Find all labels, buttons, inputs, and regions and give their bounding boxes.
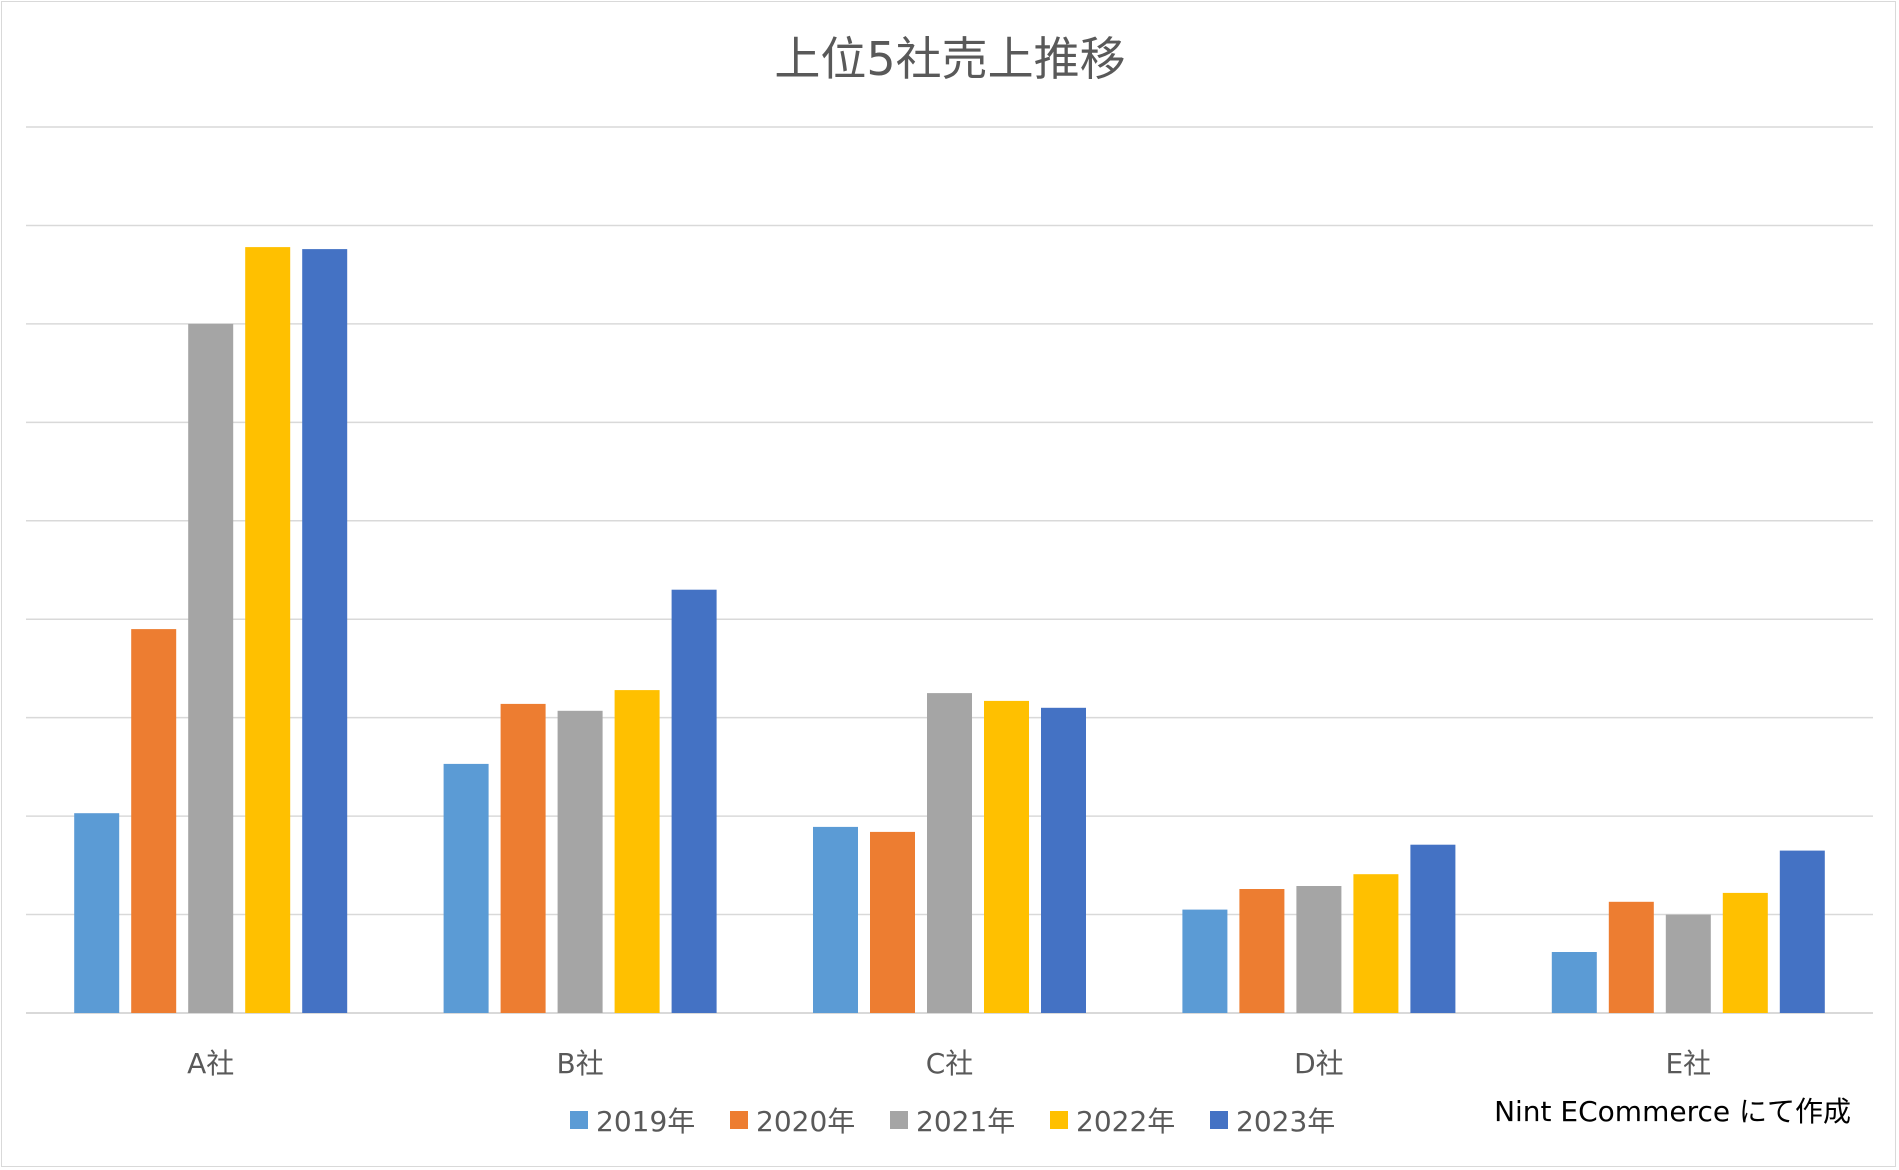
chart-title: 上位5社売上推移	[774, 32, 1125, 86]
bar-2020年-E社	[1608, 901, 1654, 1013]
bar-2022年-B社	[614, 690, 660, 1013]
category-label: E社	[1665, 1047, 1711, 1080]
bar-2023年-B社	[671, 589, 717, 1013]
category-label: C社	[926, 1047, 974, 1080]
bar-2022年-C社	[984, 700, 1029, 1013]
category-label: A社	[187, 1047, 234, 1080]
bars	[74, 247, 1825, 1014]
category-label: D社	[1294, 1047, 1344, 1080]
legend-label: 2022年	[1076, 1105, 1175, 1138]
bar-2021年-B社	[557, 710, 603, 1013]
bar-2021年-D社	[1296, 886, 1342, 1013]
bar-2019年-E社	[1551, 952, 1597, 1013]
bar-2023年-D社	[1410, 844, 1456, 1013]
legend-label: 2019年	[596, 1105, 695, 1138]
bar-2020年-A社	[131, 629, 177, 1013]
legend-label: 2023年	[1236, 1105, 1335, 1138]
bar-2019年-C社	[813, 826, 858, 1013]
legend-swatch	[1210, 1111, 1228, 1129]
bar-2020年-D社	[1239, 889, 1285, 1013]
legend: 2019年 2020年 2021年 2022年 2023年	[570, 1105, 1335, 1138]
bar-2019年-B社	[443, 763, 489, 1013]
legend-label: 2020年	[756, 1105, 855, 1138]
bar-2022年-D社	[1353, 874, 1399, 1013]
source-annotation: Nint ECommerce にて作成	[1494, 1095, 1851, 1128]
bar-2021年-E社	[1665, 914, 1711, 1013]
bar-2020年-B社	[500, 703, 546, 1013]
category-label: B社	[556, 1047, 603, 1080]
category-axis-labels: A社 B社 C社 D社 E社	[187, 1047, 1711, 1080]
bar-2019年-D社	[1182, 909, 1228, 1013]
bar-2020年-C社	[870, 831, 915, 1013]
legend-swatch	[1050, 1111, 1068, 1129]
bar-2023年-C社	[1041, 707, 1086, 1013]
bar-2023年-E社	[1779, 850, 1825, 1013]
legend-swatch	[730, 1111, 748, 1129]
bar-2021年-A社	[188, 323, 234, 1013]
legend-swatch	[570, 1111, 588, 1129]
legend-label: 2021年	[916, 1105, 1015, 1138]
bar-2021年-C社	[927, 693, 972, 1013]
bar-2022年-A社	[245, 247, 291, 1014]
bar-2023年-A社	[302, 249, 348, 1014]
legend-swatch	[890, 1111, 908, 1129]
bar-2019年-A社	[74, 813, 120, 1013]
bar-2022年-E社	[1722, 892, 1768, 1013]
